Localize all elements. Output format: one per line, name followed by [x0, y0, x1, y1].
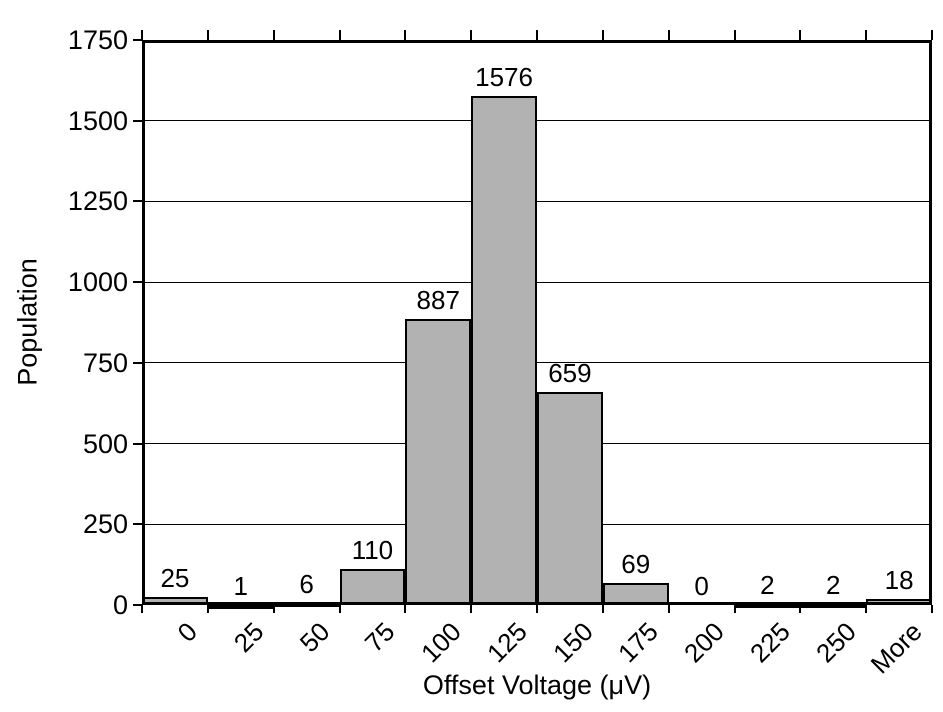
histogram-bar: [405, 318, 472, 605]
bottom-tick-mark: [931, 605, 933, 613]
x-tick-label-text: 50: [293, 616, 336, 658]
histogram-bar: [273, 603, 340, 608]
bottom-tick-mark: [865, 605, 868, 613]
top-tick-mark: [601, 30, 604, 40]
y-tick-label: 750: [82, 347, 128, 378]
top-tick-mark: [404, 30, 407, 40]
y-tick-mark: [133, 604, 142, 606]
x-tick-label-text: 250: [809, 616, 862, 669]
histogram-bar: [800, 604, 867, 609]
bar-value-label: 0: [694, 571, 709, 601]
top-tick-mark: [338, 30, 341, 40]
y-tick-label: 1000: [67, 267, 128, 298]
y-tick-label: 250: [82, 509, 128, 540]
top-tick-mark: [931, 30, 933, 40]
bar-value-label: 2: [760, 570, 775, 601]
bar-value-label: 110: [351, 535, 394, 566]
bar-value-label: 1576: [475, 62, 533, 93]
top-tick-mark: [470, 30, 473, 40]
gridline: [142, 120, 932, 122]
bottom-tick-mark: [272, 605, 275, 613]
bottom-tick-mark: [667, 605, 670, 613]
histogram-bar: [471, 96, 537, 605]
bar-value-label: 25: [160, 562, 190, 593]
bar-value-label: 887: [416, 284, 460, 315]
y-tick-mark: [133, 200, 142, 203]
top-tick-mark: [206, 30, 209, 40]
bottom-tick-mark: [733, 605, 736, 613]
y-tick-mark: [133, 361, 142, 364]
top-tick-mark: [733, 30, 736, 40]
bottom-tick-mark: [404, 605, 407, 613]
bar-value-label: 6: [299, 569, 314, 600]
histogram-bar: [734, 604, 801, 609]
y-tick-mark: [133, 523, 142, 526]
histogram-bar: [866, 599, 932, 605]
y-tick-mark: [133, 281, 142, 284]
histogram-bar: [339, 569, 406, 605]
y-tick-label: 0: [112, 590, 128, 620]
x-tick-label-text: 25: [227, 616, 270, 658]
bar-value-label: 69: [621, 548, 651, 579]
bottom-tick-mark: [338, 605, 341, 613]
x-tick-label-text: 175: [612, 616, 665, 669]
bottom-tick-mark: [206, 605, 209, 613]
bottom-tick-mark: [536, 605, 538, 613]
bottom-tick-mark: [470, 605, 473, 613]
x-tick-label-text: 0: [171, 616, 204, 648]
y-tick-label: 1750: [67, 25, 128, 55]
histogram-bar: [537, 392, 603, 605]
x-tick-label-text: 150: [546, 616, 599, 669]
gridline: [142, 362, 932, 364]
top-tick-mark: [865, 30, 868, 40]
bottom-tick-mark: [601, 605, 604, 613]
gridline: [142, 281, 932, 283]
top-tick-mark: [272, 30, 275, 40]
y-tick-mark: [133, 39, 142, 41]
bar-value-label: 659: [548, 358, 592, 389]
x-tick-label-text: 125: [480, 616, 533, 669]
bar-value-label: 2: [826, 570, 841, 601]
bottom-tick-mark: [799, 605, 802, 613]
y-tick-mark: [133, 442, 142, 445]
top-tick-mark: [536, 30, 538, 40]
top-tick-mark: [141, 30, 143, 40]
top-tick-mark: [799, 30, 802, 40]
bar-value-label: 18: [884, 565, 914, 596]
x-tick-label-text: 225: [744, 616, 796, 669]
histogram-bar: [207, 604, 274, 609]
top-tick-mark: [667, 30, 670, 40]
y-tick-label: 1500: [67, 105, 128, 136]
x-axis-title: Offset Voltage (μV): [422, 670, 652, 700]
y-tick-label: 500: [82, 428, 128, 459]
y-tick-label: 1250: [67, 186, 128, 217]
y-tick-mark: [133, 119, 142, 122]
gridline: [142, 200, 932, 202]
histogram-bar: [142, 596, 208, 605]
histogram-bar: [602, 582, 669, 605]
x-tick-label-text: 200: [678, 616, 731, 669]
bottom-tick-mark: [141, 605, 143, 613]
bar-value-label: 1: [233, 570, 248, 601]
x-tick-label-text: 75: [359, 616, 401, 658]
x-tick-label-text: 100: [414, 616, 467, 669]
